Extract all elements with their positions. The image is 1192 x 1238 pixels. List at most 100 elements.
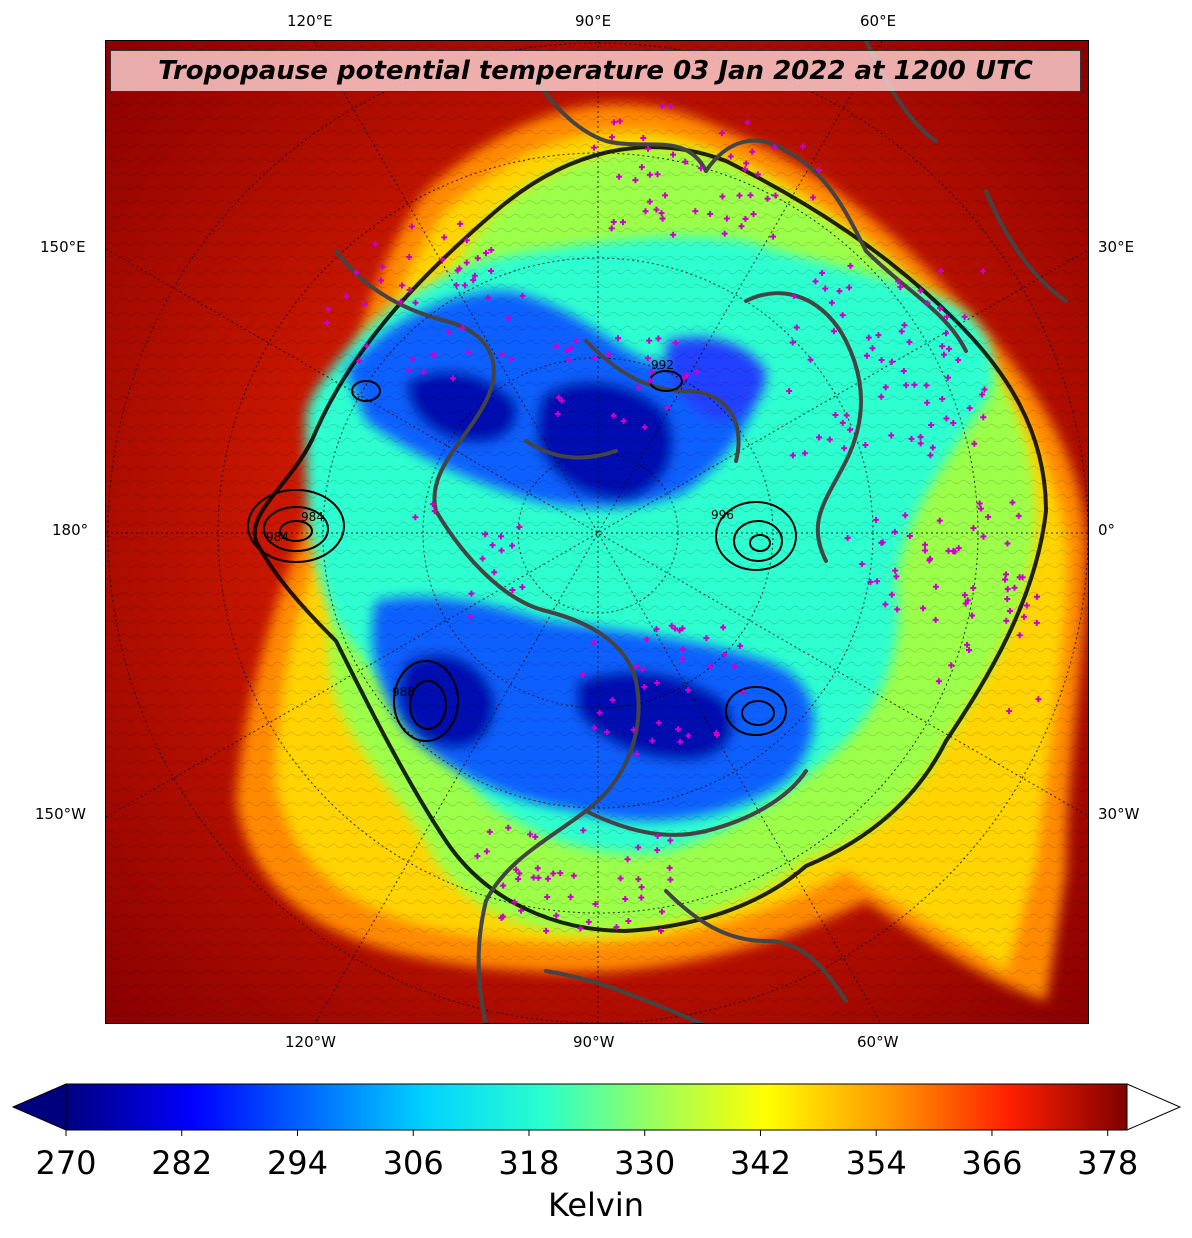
colorbar-tick-label: 354	[845, 1144, 907, 1182]
station-marker	[932, 616, 939, 623]
station-marker	[479, 555, 486, 562]
tropopause-theta-map: 984 984 992 996 988	[106, 41, 1088, 1023]
station-marker	[875, 332, 882, 339]
station-marker	[754, 171, 761, 178]
station-marker	[927, 452, 934, 459]
colorbar-tick-label: 330	[614, 1144, 676, 1182]
station-marker	[670, 231, 677, 238]
station-marker	[616, 173, 623, 180]
station-marker	[654, 171, 661, 178]
station-marker	[981, 386, 988, 393]
station-marker	[632, 663, 639, 670]
station-marker	[923, 382, 930, 389]
station-marker	[412, 299, 419, 306]
station-marker	[636, 384, 643, 391]
station-marker	[874, 578, 881, 585]
station-marker	[1021, 613, 1028, 620]
station-marker	[790, 292, 797, 299]
station-marker	[743, 160, 750, 167]
station-marker	[1011, 584, 1018, 591]
station-marker	[642, 208, 649, 215]
station-marker	[894, 606, 901, 613]
station-marker	[610, 218, 617, 225]
station-marker	[772, 192, 779, 199]
station-marker	[641, 683, 648, 690]
station-marker	[654, 832, 661, 839]
station-marker	[643, 636, 650, 643]
station-marker	[633, 750, 640, 757]
station-marker	[608, 225, 615, 232]
station-marker	[609, 696, 616, 703]
station-marker	[893, 573, 900, 580]
station-marker	[608, 134, 615, 141]
station-marker	[738, 223, 745, 230]
contour-label: 984	[266, 530, 289, 544]
station-marker	[872, 516, 879, 523]
station-marker	[439, 256, 446, 263]
station-marker	[793, 324, 800, 331]
station-marker	[819, 270, 826, 277]
station-marker	[920, 605, 927, 612]
station-marker	[568, 344, 575, 351]
tropopause-edge	[252, 145, 1049, 934]
station-marker	[685, 732, 692, 739]
station-marker	[1006, 607, 1013, 614]
station-marker	[482, 531, 489, 538]
station-marker	[658, 908, 665, 915]
lon-label-bottom-90w: 90°W	[573, 1033, 615, 1051]
station-marker	[882, 384, 889, 391]
station-marker	[878, 356, 885, 363]
station-marker	[500, 882, 507, 889]
station-marker	[882, 601, 889, 608]
lon-label-right-30e: 30°E	[1098, 238, 1135, 256]
station-marker	[630, 726, 637, 733]
station-marker	[456, 265, 463, 272]
station-marker	[471, 272, 478, 279]
lon-label-top-120e: 120°E	[287, 12, 333, 30]
station-marker	[585, 918, 592, 925]
lon-label-left-150e: 150°E	[40, 238, 86, 256]
station-marker	[980, 414, 987, 421]
station-marker	[532, 833, 539, 840]
station-marker	[655, 335, 662, 342]
lon-label-left-150w: 150°W	[35, 805, 86, 823]
station-marker	[693, 368, 700, 375]
station-marker	[453, 282, 460, 289]
station-marker	[1004, 586, 1011, 593]
colorbar-tick-label: 318	[498, 1144, 560, 1182]
station-marker	[917, 433, 924, 440]
colorbar	[11, 1083, 1182, 1136]
graticule	[106, 41, 1088, 1023]
colorbar-label: Kelvin	[547, 1186, 645, 1224]
station-marker	[858, 560, 865, 567]
station-marker	[898, 328, 905, 335]
station-marker	[679, 646, 686, 653]
station-marker	[463, 259, 470, 266]
station-marker	[962, 600, 969, 607]
station-marker	[577, 925, 584, 932]
station-marker	[830, 328, 837, 335]
station-marker	[671, 625, 678, 632]
station-marker	[482, 249, 489, 256]
station-marker	[658, 210, 665, 217]
station-marker	[498, 547, 505, 554]
station-marker	[558, 397, 565, 404]
station-marker	[902, 512, 909, 519]
station-marker	[980, 533, 987, 540]
lon-label-top-60e: 60°E	[860, 12, 897, 30]
station-marker	[497, 533, 504, 540]
station-marker	[625, 917, 632, 924]
station-marker	[463, 237, 470, 244]
station-marker	[924, 300, 931, 307]
station-marker	[491, 569, 498, 576]
station-marker	[564, 347, 571, 354]
lon-label-right-30w: 30°W	[1098, 805, 1140, 823]
lon-label-left-180: 180°	[52, 521, 89, 539]
station-marker	[955, 356, 962, 363]
station-marker	[484, 294, 491, 301]
station-marker	[638, 894, 645, 901]
station-marker	[667, 103, 674, 110]
station-marker	[641, 424, 648, 431]
station-marker	[955, 545, 962, 552]
station-marker	[555, 394, 562, 401]
